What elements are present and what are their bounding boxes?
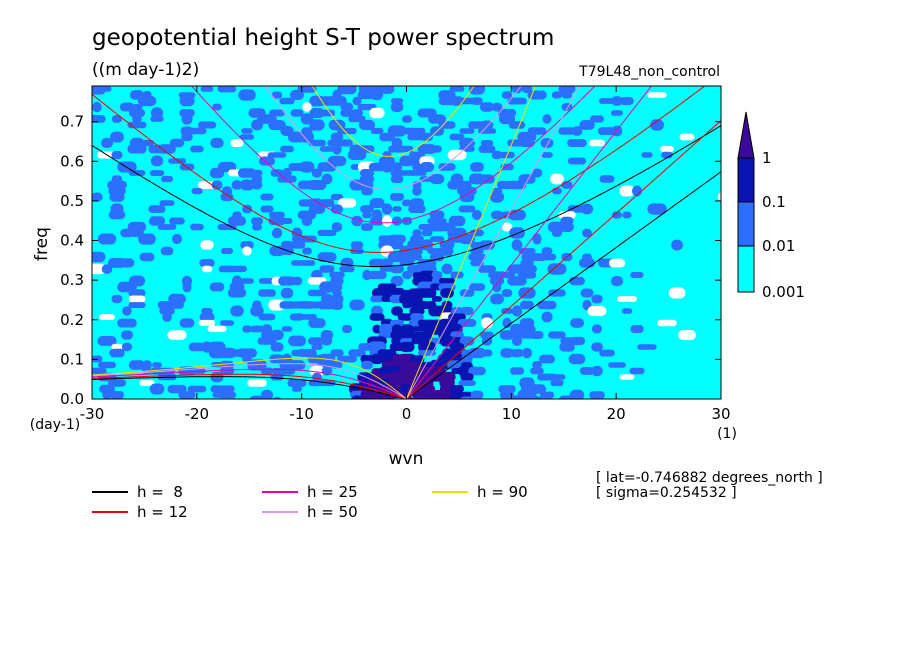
dispersion-curves	[92, 86, 721, 399]
x-tick-label: -10	[289, 405, 314, 423]
chart-units: ((m day-1)2)	[92, 60, 199, 80]
y-tick-label: 0.2	[60, 311, 84, 329]
x-axis-label: wvn	[389, 449, 424, 469]
x-tick-label: 0	[402, 405, 412, 423]
colorbar: 0.001 0.01 0.1 1	[737, 111, 805, 301]
colorbar-label: 0.1	[762, 193, 786, 211]
y-tick-label: 0.0	[60, 390, 84, 408]
plot-area: -30 -20 -10 0 10 20 30 0.0 0.1 0.2 0.3 0.4 0.5 0.6 0.7	[60, 85, 731, 423]
colorbar-label: 0.01	[762, 237, 795, 255]
colorbar-segment	[737, 245, 755, 293]
colorbar-label: 0.001	[762, 283, 805, 301]
y-tick-label: 0.3	[60, 271, 84, 289]
y-tick-label: 0.4	[60, 232, 84, 250]
x-tick-label: 30	[711, 405, 730, 423]
chart-title: geopotential height S-T power spectrum	[92, 25, 554, 51]
x-tick-label: 10	[502, 405, 521, 423]
legend-label: h = 8	[137, 483, 183, 501]
y-tick-label: 0.7	[60, 113, 84, 131]
colorbar-label: 1	[762, 149, 772, 167]
y-tick-label: 0.5	[60, 192, 84, 210]
y-axis-label: freq	[32, 227, 52, 261]
legend: h = 8 h = 12 h = 25 h = 50 h = 90	[92, 483, 528, 521]
colorbar-segment	[737, 157, 755, 203]
colorbar-extension	[737, 111, 755, 159]
x-tick-label: -20	[185, 405, 210, 423]
legend-label: h = 90	[477, 483, 528, 501]
legend-label: h = 50	[307, 503, 358, 521]
y-tick-label: 0.1	[60, 350, 84, 368]
x-axis-unit: (1)	[717, 426, 737, 442]
axis-ticks: -30 -20 -10 0 10 20 30 0.0 0.1 0.2 0.3 0.4 0.5 0.6 0.7	[60, 86, 731, 423]
x-tick-label: 20	[607, 405, 626, 423]
run-name-label: T79L48_non_control	[578, 64, 720, 80]
legend-label: h = 25	[307, 483, 358, 501]
y-axis-unit: (day-1)	[30, 417, 80, 433]
sigma-annotation: [ sigma=0.254532 ]	[596, 485, 737, 501]
latitude-annotation: [ lat=-0.746882 degrees_north ]	[596, 470, 823, 486]
colorbar-segment	[737, 201, 755, 247]
x-tick-label: -30	[80, 405, 105, 423]
legend-label: h = 12	[137, 503, 188, 521]
y-tick-label: 0.6	[60, 152, 84, 170]
